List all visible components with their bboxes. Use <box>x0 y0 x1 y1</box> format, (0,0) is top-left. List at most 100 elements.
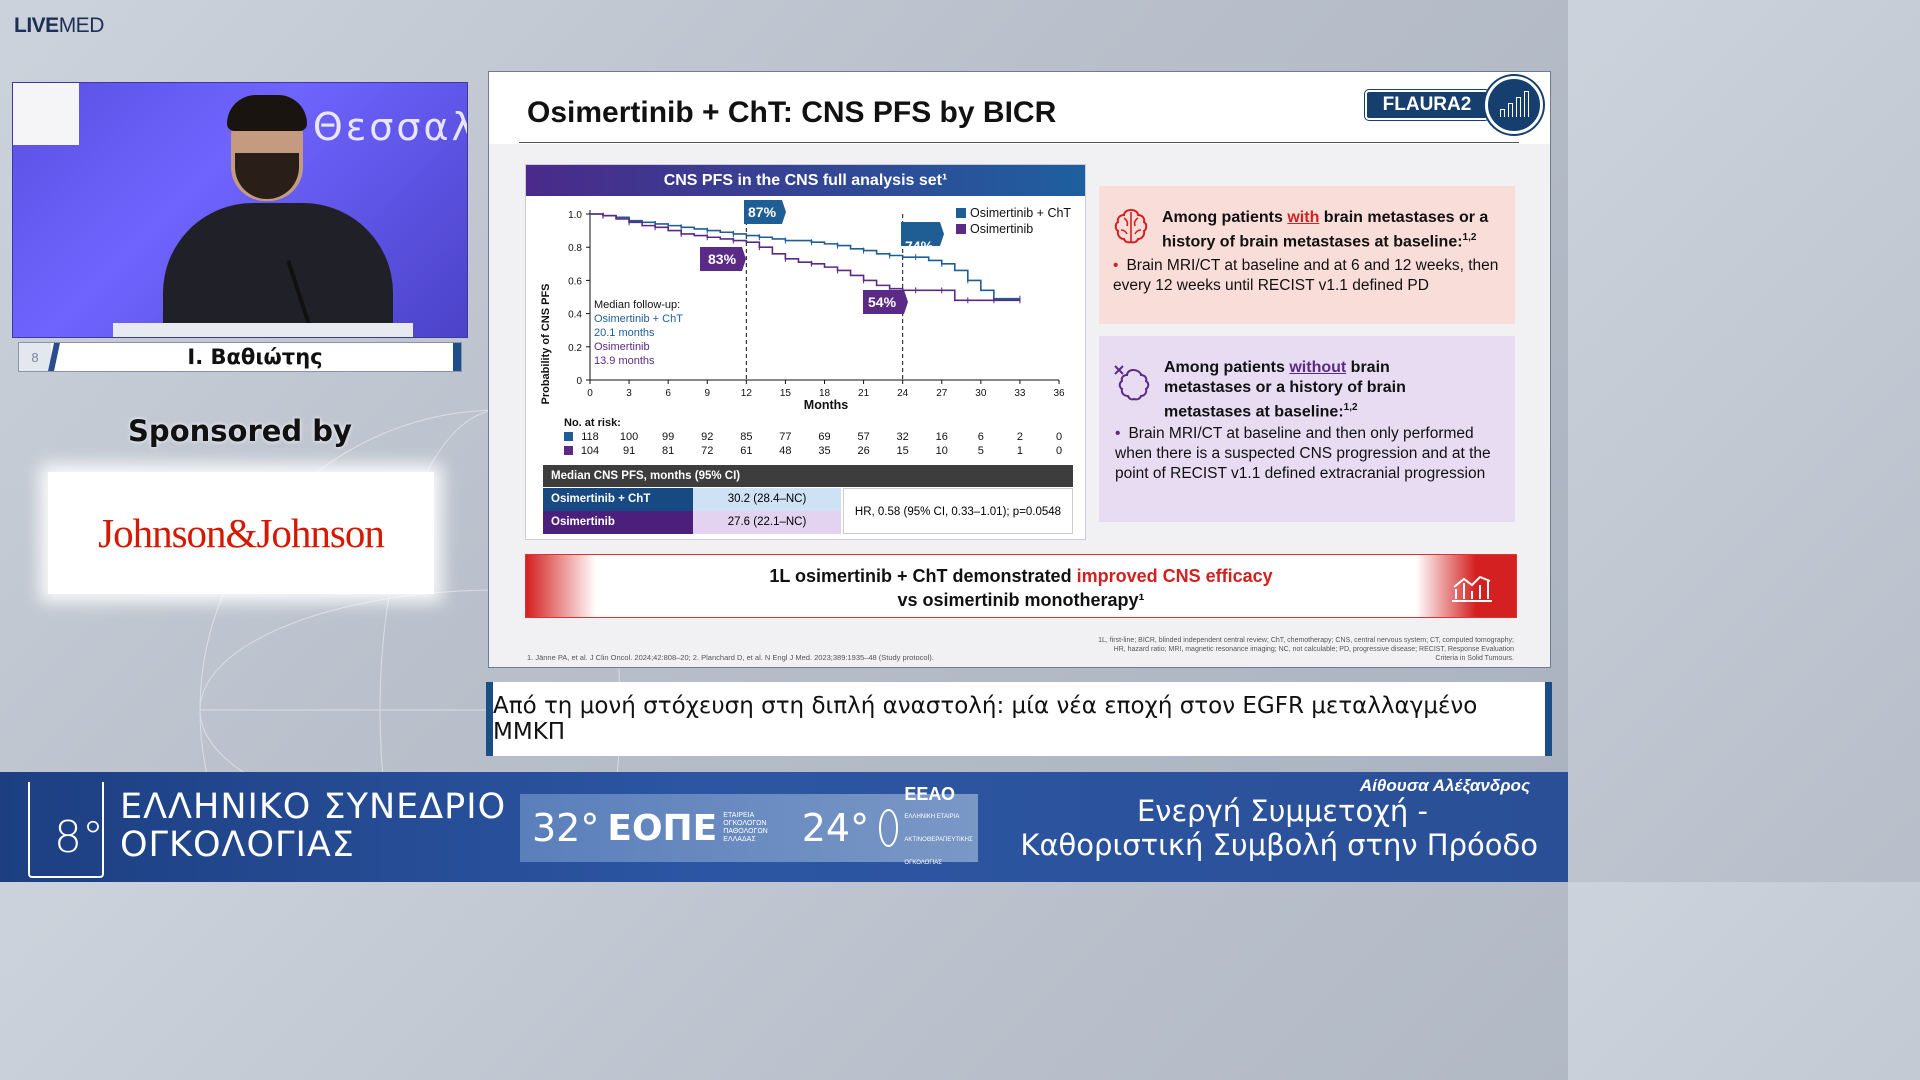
chart-header: CNS PFS in the CNS full analysis set¹ <box>526 165 1085 196</box>
partner-logos: 32° ΕΟΠΕ ΕΤΑΙΡΕΙΑ ΟΓΚΟΛΟΓΩΝ ΠΑΘΟΛΟΓΩΝ ΕΛ… <box>520 785 978 866</box>
legend-swatch-osi <box>956 224 966 234</box>
conference-footer: 8° ΕΛΛΗΝΙΚΟ ΣΥΝΕΔΡΙΟ ΟΓΚΟΛΟΓΙΑΣ 32° ΕΟΠΕ … <box>0 772 1568 882</box>
sponsor-name: Johnson&Johnson <box>98 510 385 556</box>
presentation-slide: Osimertinib + ChT: CNS PFS by BICR FLAUR… <box>488 71 1551 668</box>
risk-count-cht: 100 <box>620 431 638 443</box>
slide-title: Osimertinib + ChT: CNS PFS by BICR <box>527 96 1057 129</box>
video-background-text: Θεσσαλ <box>312 105 468 149</box>
tagline-line1: Ενεργή Συμμετοχή - <box>1136 794 1428 828</box>
x-tick-label: 27 <box>936 388 948 399</box>
median-table-header: Median CNS PFS, months (95% CI) <box>543 465 1073 487</box>
km-chart-panel: CNS PFS in the CNS full analysis set¹ 0 3… <box>525 164 1086 540</box>
x-tick-label: 15 <box>780 388 792 399</box>
box1-bullet: • Brain MRI/CT at baseline and at 6 and 1… <box>1113 257 1499 294</box>
risk-count-osi: 0 <box>1056 445 1062 457</box>
callout-83: 83% <box>708 251 737 267</box>
risk-count-cht: 6 <box>978 431 984 443</box>
y-tick-label: 0.8 <box>568 243 582 254</box>
callout-83-bg <box>700 247 746 271</box>
follow-up-note: Median follow-up: Osimertinib + ChT 20.1… <box>594 299 683 367</box>
livemed-logo: LIVEMED <box>14 14 104 37</box>
hall-name: Αίθουσα Αλέξανδρος <box>1359 776 1530 795</box>
speaker-name: Ι. Βαθιώτης <box>187 345 323 369</box>
risk-count-osi: 91 <box>623 445 635 457</box>
risk-count-cht: 92 <box>701 431 713 443</box>
x-tick-label: 3 <box>626 388 632 399</box>
eeao-logo: ΕΕΑΟ ΕΛΛΗΝΙΚΗ ΕΤΑΙΡΙΑ ΑΚΤΙΝΟΘΕΡΑΠΕΥΤΙΚΗΣ … <box>904 783 973 866</box>
without-brain-mets-box: Among patients without brain metastases … <box>1099 336 1515 522</box>
risk-count-osi: 15 <box>897 445 909 457</box>
risk-swatch-osi <box>564 446 573 455</box>
callout-54-bg <box>863 290 908 314</box>
legend-label-osi: Osimertinib <box>970 222 1033 236</box>
risk-count-osi: 81 <box>662 445 674 457</box>
box1-heading: Among patients with brain metastases or … <box>1162 209 1489 251</box>
box2-bullet: • Brain MRI/CT at baseline and then only … <box>1115 425 1491 482</box>
risk-count-cht: 77 <box>779 431 791 443</box>
risk-count-cht: 118 <box>581 431 599 443</box>
speaker-figure <box>163 203 393 337</box>
conclusion-text: 1L osimertinib + ChT demonstrated improv… <box>769 566 1273 610</box>
y-tick-label: 0.2 <box>568 343 582 354</box>
talk-subtitle: Από τη μονή στόχευση στη διπλή αναστολή:… <box>486 682 1552 756</box>
x-tick-label: 30 <box>975 388 987 399</box>
risk-count-osi: 61 <box>740 445 752 457</box>
y-tick-label: 0 <box>576 376 582 387</box>
x-tick-label: 0 <box>587 388 593 399</box>
callout-87: 87% <box>748 204 777 220</box>
risk-count-cht: 69 <box>818 431 830 443</box>
callout-74: 74% <box>905 238 934 254</box>
legend-swatch-cht <box>956 208 966 218</box>
svg-text:Osimertinib: Osimertinib <box>594 341 650 353</box>
risk-count-cht: 0 <box>1056 431 1062 443</box>
conference-mini-logo-icon: 8 <box>19 343 51 371</box>
x-axis-label: Months <box>804 398 848 412</box>
y-tick-label: 0.6 <box>568 276 582 287</box>
chart-growth-icon <box>1452 575 1492 602</box>
eope-logo: ΕΟΠΕ <box>607 807 718 849</box>
callout-87-bg <box>744 200 786 224</box>
x-tick-label: 21 <box>858 388 870 399</box>
risk-label: No. at risk: <box>564 417 621 429</box>
flaura2-badge: FLAURA2 <box>1365 90 1489 120</box>
sponsored-label: Sponsored by <box>128 414 352 448</box>
risk-count-osi: 5 <box>978 445 984 457</box>
video-overlay-box <box>13 83 79 145</box>
x-tick-label: 18 <box>819 388 831 399</box>
y-tick-label: 1.0 <box>568 210 582 221</box>
x-tick-label: 9 <box>704 388 710 399</box>
conference-number: 8° <box>54 812 104 863</box>
callout-74-bg <box>901 222 944 246</box>
speaker-name-bar: 8 Ι. Βαθιώτης <box>18 342 462 372</box>
tagline-line2: Καθοριστική Συμβολή στην Πρόοδο <box>1020 828 1538 862</box>
conference-emblem-icon <box>28 782 104 878</box>
hazard-ratio: HR, 0.58 (95% CI, 0.33–1.01); p=0.0548 <box>843 488 1073 534</box>
bar-chart-icon <box>1485 76 1543 134</box>
km-curve-osimertinib <box>590 213 1020 302</box>
risk-count-cht: 57 <box>857 431 869 443</box>
risk-count-cht: 85 <box>740 431 752 443</box>
risk-count-osi: 10 <box>936 445 948 457</box>
footnote-abbreviations: 1L, first-line; BICR, blinded independen… <box>1098 637 1514 662</box>
median-row-osi-value: 27.6 (22.1–NC) <box>693 511 841 534</box>
chart-legend: Osimertinib + ChT Osimertinib <box>956 206 1071 236</box>
brain-icon <box>1114 208 1148 244</box>
risk-count-cht: 99 <box>662 431 674 443</box>
speaker-video: Θεσσαλ <box>12 82 468 338</box>
svg-text:20.1 months: 20.1 months <box>594 327 655 339</box>
risk-count-osi: 35 <box>818 445 830 457</box>
risk-count-osi: 104 <box>581 445 599 457</box>
median-row-cht-value: 30.2 (28.4–NC) <box>693 488 841 511</box>
x-tick-label: 24 <box>897 388 909 399</box>
svg-text:13.9 months: 13.9 months <box>594 355 655 367</box>
median-row-cht-label: Osimertinib + ChT <box>543 488 693 511</box>
no-brain-icon <box>1114 365 1150 401</box>
box2-heading: Among patients without brain metastases … <box>1164 359 1406 421</box>
risk-count-osi: 72 <box>701 445 713 457</box>
callout-54: 54% <box>868 294 897 310</box>
risk-count-cht: 32 <box>897 431 909 443</box>
eeao-seal-icon <box>879 809 899 847</box>
svg-text:Median follow-up:: Median follow-up: <box>594 299 680 311</box>
x-tick-label: 33 <box>1014 388 1026 399</box>
